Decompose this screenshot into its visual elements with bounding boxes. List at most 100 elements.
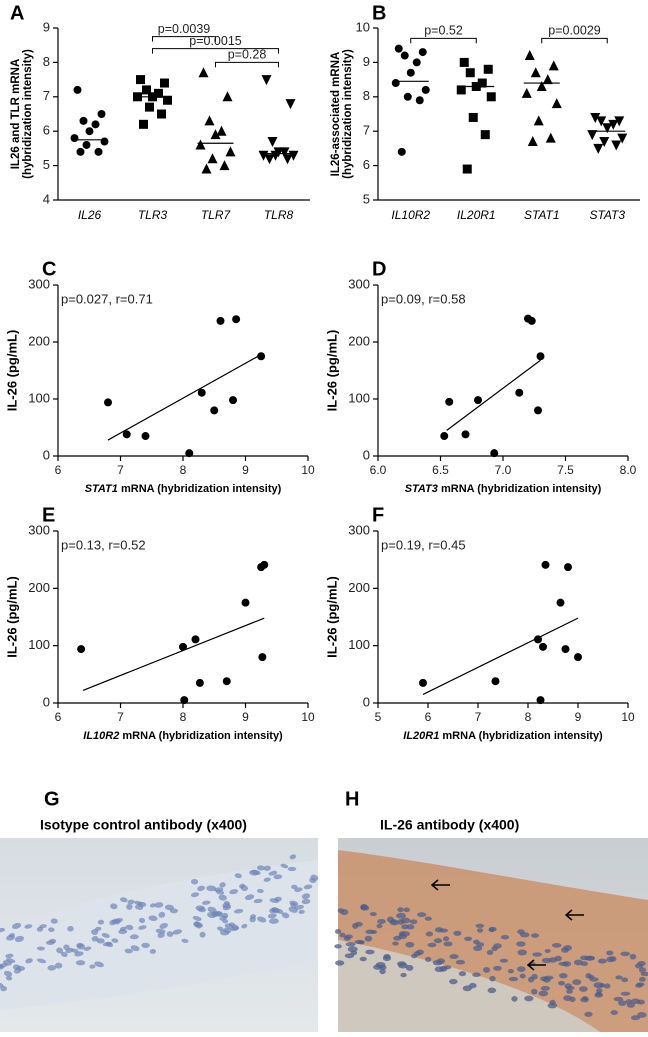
point xyxy=(77,645,86,654)
nucleus xyxy=(585,972,592,979)
x-axis-label: IL20R1 mRNA (hybridization intensity) xyxy=(403,730,603,742)
nucleus xyxy=(500,934,510,940)
point xyxy=(445,397,454,406)
nucleus xyxy=(360,904,368,910)
nucleus xyxy=(269,918,279,924)
nucleus xyxy=(47,964,57,971)
x-tick-label: 7.5 xyxy=(557,463,574,477)
point xyxy=(419,678,427,687)
nucleus xyxy=(442,936,450,942)
nucleus xyxy=(105,941,114,948)
point xyxy=(197,388,206,397)
x-tick-label: 6.0 xyxy=(370,463,387,477)
nucleus xyxy=(620,951,631,957)
nucleus xyxy=(56,947,64,954)
x-tick-label: 10 xyxy=(621,710,635,724)
nucleus xyxy=(357,940,365,945)
x-tick-label: 8.0 xyxy=(620,463,637,477)
nucleus xyxy=(618,1000,627,1006)
nucleus xyxy=(166,931,174,937)
point xyxy=(195,678,204,687)
nucleus xyxy=(389,919,400,926)
nucleus xyxy=(345,942,356,947)
nucleus xyxy=(377,919,386,925)
nucleus xyxy=(635,983,643,988)
nucleus xyxy=(301,898,311,905)
nucleus xyxy=(517,949,528,956)
nucleus xyxy=(352,923,359,929)
fit-line xyxy=(446,359,541,431)
x-tick-label: 6 xyxy=(425,710,432,724)
point xyxy=(542,74,553,85)
y-axis-label: (hybridization intensity) xyxy=(22,49,34,179)
nucleus xyxy=(334,944,342,949)
y-tick-label: 300 xyxy=(28,522,50,537)
point xyxy=(491,677,500,686)
nucleus xyxy=(455,959,466,965)
nucleus xyxy=(561,947,569,953)
nucleus xyxy=(519,973,526,979)
point xyxy=(222,677,231,686)
point xyxy=(79,116,88,125)
bracket xyxy=(541,37,608,44)
bracket xyxy=(215,61,279,68)
nucleus xyxy=(222,904,232,911)
y-tick-label: 200 xyxy=(28,333,50,348)
nucleus xyxy=(94,926,102,931)
nucleus xyxy=(379,968,386,975)
nucleus xyxy=(475,923,485,928)
arrows xyxy=(430,879,584,971)
nucleus xyxy=(301,893,311,900)
point xyxy=(539,642,547,651)
nucleus xyxy=(569,996,576,1003)
nucleus xyxy=(291,884,298,890)
nucleus xyxy=(340,909,349,916)
point xyxy=(456,85,466,95)
nucleus xyxy=(364,935,373,942)
y-axis-label: (hybridization intensity) xyxy=(342,49,354,179)
point xyxy=(415,96,424,105)
panel-label: E xyxy=(42,504,55,526)
nucleus xyxy=(606,956,615,963)
x-tick-label: TLR8 xyxy=(264,208,294,222)
point xyxy=(480,130,490,140)
arrow xyxy=(526,959,546,971)
nucleus xyxy=(382,955,392,962)
nucleus xyxy=(50,918,58,924)
nucleus xyxy=(499,958,509,963)
nucleus xyxy=(425,931,434,937)
nucleus xyxy=(229,889,239,895)
nucleus xyxy=(207,906,217,913)
y-tick-label: 10 xyxy=(356,19,370,34)
fit-line xyxy=(422,617,579,695)
nucleus xyxy=(130,945,140,952)
image-title: Isotype control antibody (x400) xyxy=(40,817,247,833)
nucleus xyxy=(134,904,144,910)
x-tick-label: 5 xyxy=(375,710,382,724)
point xyxy=(195,139,206,150)
x-tick-label: 6.5 xyxy=(432,463,449,477)
point xyxy=(185,449,194,458)
point xyxy=(122,430,131,439)
nucleus xyxy=(511,996,518,1002)
nucleus xyxy=(436,958,446,964)
nucleus xyxy=(138,925,147,930)
panel-label: C xyxy=(42,258,56,280)
y-tick-label: 6 xyxy=(43,123,50,138)
point xyxy=(225,146,236,157)
x-tick-label: 7 xyxy=(117,710,124,724)
point xyxy=(216,125,227,136)
point xyxy=(157,109,166,119)
point xyxy=(608,119,619,130)
point xyxy=(617,133,628,144)
nucleus xyxy=(433,938,443,944)
point xyxy=(561,645,570,654)
nucleus xyxy=(397,907,404,913)
nucleus xyxy=(637,999,645,1005)
image-title: IL-26 antibody (x400) xyxy=(380,817,519,833)
nucleus xyxy=(303,884,313,890)
nucleus xyxy=(638,967,647,973)
nucleus xyxy=(6,957,16,963)
point xyxy=(73,85,82,94)
point xyxy=(260,560,269,569)
